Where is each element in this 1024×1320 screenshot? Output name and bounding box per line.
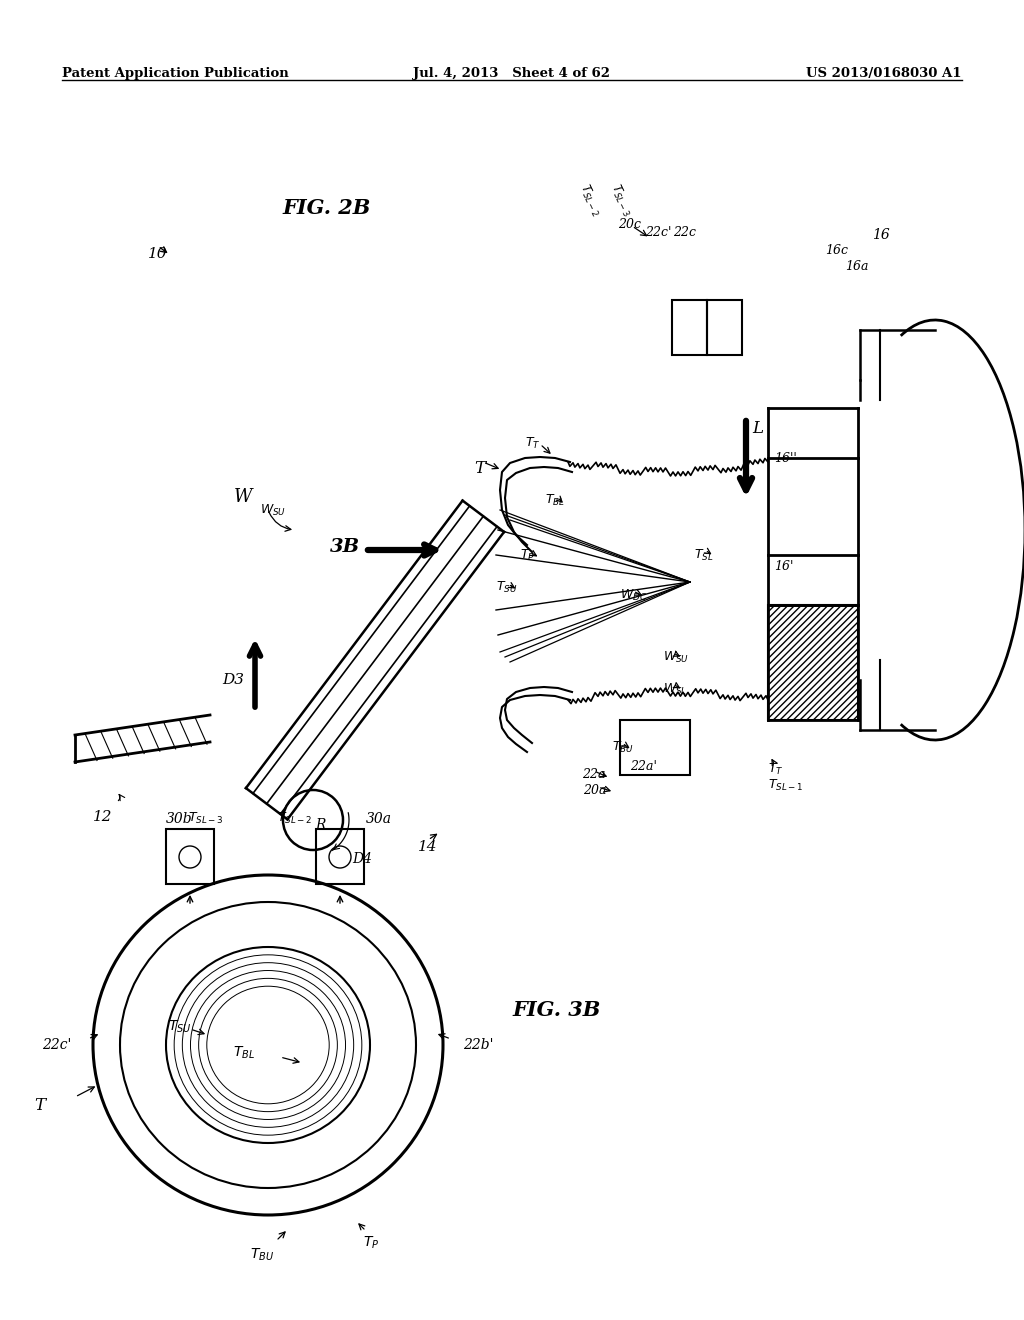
Text: $T_T$: $T_T$ — [525, 436, 541, 451]
Bar — [620, 719, 690, 775]
Text: 22c: 22c — [673, 226, 696, 239]
Text: US 2013/0168030 A1: US 2013/0168030 A1 — [807, 67, 962, 81]
Text: $T_{SU}$: $T_{SU}$ — [168, 1019, 191, 1035]
Text: 12: 12 — [93, 810, 113, 824]
Bar — [316, 829, 364, 884]
Bar — [166, 829, 214, 884]
Text: D3: D3 — [222, 673, 244, 686]
Text: 16'': 16'' — [774, 451, 797, 465]
Text: $W_{DC}$: $W_{DC}$ — [620, 587, 647, 603]
Text: FIG. 2B: FIG. 2B — [282, 198, 371, 218]
Text: $T_{BU}$: $T_{BU}$ — [612, 741, 634, 755]
Text: $T_T$: $T_T$ — [768, 762, 783, 777]
Text: 22a: 22a — [582, 768, 605, 781]
Text: T: T — [474, 459, 485, 477]
Text: $T_{SU}$: $T_{SU}$ — [496, 579, 517, 595]
Text: R: R — [314, 818, 326, 832]
Text: 22a': 22a' — [630, 760, 656, 774]
Text: 16: 16 — [872, 228, 890, 242]
Text: 3B: 3B — [330, 539, 360, 556]
Text: L: L — [752, 420, 763, 437]
Text: $T_{SL-1}$: $T_{SL-1}$ — [768, 777, 804, 793]
Text: 10: 10 — [148, 247, 168, 261]
Text: $T_P$: $T_P$ — [520, 548, 535, 564]
Text: 14: 14 — [418, 840, 437, 854]
Text: T: T — [34, 1097, 45, 1114]
Text: $W_{SL}$: $W_{SL}$ — [663, 682, 687, 697]
Text: 30b: 30b — [166, 812, 193, 826]
Text: $T_{BU}$: $T_{BU}$ — [250, 1247, 274, 1263]
Text: 16c: 16c — [825, 244, 848, 257]
Text: $T_{SL-2}$: $T_{SL-2}$ — [575, 182, 604, 219]
Text: 16': 16' — [774, 560, 794, 573]
Text: 22b': 22b' — [463, 1038, 494, 1052]
Text: FIG. 3B: FIG. 3B — [512, 1001, 600, 1020]
Text: 20a: 20a — [583, 784, 606, 797]
Bar — [707, 300, 742, 355]
Text: $T_{BL}$: $T_{BL}$ — [545, 492, 565, 508]
Text: 30a: 30a — [366, 812, 392, 826]
Text: $T_{SL-3}$: $T_{SL-3}$ — [188, 810, 223, 826]
Text: 16a: 16a — [845, 260, 868, 273]
Text: $W_{SU}$: $W_{SU}$ — [663, 649, 689, 665]
Text: $T_{SL}$: $T_{SL}$ — [694, 548, 714, 564]
Text: W: W — [234, 488, 253, 506]
Bar — [672, 300, 707, 355]
Text: $T_{SL-2}$: $T_{SL-2}$ — [276, 810, 312, 826]
Text: $T_{SL-3}$: $T_{SL-3}$ — [607, 182, 635, 219]
Text: $T_{BL}$: $T_{BL}$ — [233, 1045, 255, 1061]
Text: $W_{SU}$: $W_{SU}$ — [260, 503, 286, 519]
Text: Jul. 4, 2013   Sheet 4 of 62: Jul. 4, 2013 Sheet 4 of 62 — [414, 67, 610, 81]
Text: Patent Application Publication: Patent Application Publication — [62, 67, 289, 81]
Text: $T_P$: $T_P$ — [362, 1236, 379, 1251]
Text: 20c: 20c — [618, 218, 641, 231]
Bar — [768, 605, 858, 719]
Text: D4: D4 — [352, 851, 372, 866]
Text: 22c': 22c' — [645, 226, 672, 239]
Text: 22c': 22c' — [42, 1038, 71, 1052]
